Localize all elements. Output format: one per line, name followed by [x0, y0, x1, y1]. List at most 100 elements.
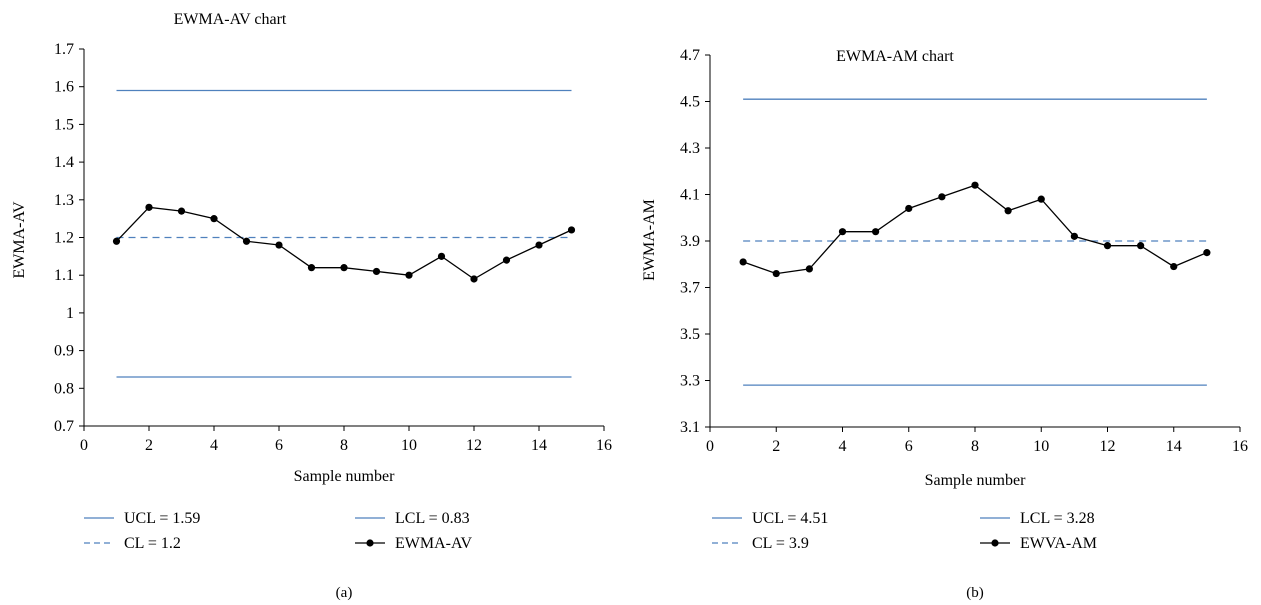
legend-label-a: UCL = 1.59: [124, 510, 200, 527]
y-tick-label-a: 1.4: [54, 154, 74, 171]
data-point-a: [112, 237, 121, 245]
data-point-b: [1137, 242, 1145, 250]
legend-label-a: CL = 1.2: [124, 535, 181, 552]
legend-item-b: LCL = 3.28: [980, 510, 1095, 527]
x-tick-label-a: 0: [80, 437, 88, 454]
y-tick-label-a: 1.3: [54, 192, 74, 209]
y-axis-label-a: EWMA-AV: [11, 201, 28, 278]
x-tick-label-b: 0: [706, 438, 714, 455]
data-point-a: [275, 241, 283, 249]
y-tick-label-b: 3.5: [680, 326, 700, 343]
legend-marker-b: [991, 539, 999, 547]
data-point-a: [372, 267, 381, 276]
x-tick-label-a: 12: [466, 437, 482, 454]
data-point-a: [405, 271, 413, 279]
legend-label-b: EWVA-AM: [1020, 535, 1097, 552]
y-tick-label-a: 1.7: [54, 41, 74, 58]
data-point-a: [437, 252, 446, 260]
y-tick-label-a: 1.5: [54, 116, 74, 133]
data-point-b: [1037, 195, 1045, 203]
data-point-b: [739, 258, 747, 266]
legend-label-b: LCL = 3.28: [1020, 510, 1095, 527]
data-point-a: [145, 203, 153, 211]
legend-label-a: EWMA-AV: [395, 535, 472, 552]
y-tick-label-b: 4.7: [680, 47, 700, 64]
y-tick-label-a: 0.7: [54, 418, 74, 435]
data-point-a: [340, 264, 348, 272]
legend-item-a: EWMA-AV: [355, 535, 472, 552]
y-tick-label-a: 0.8: [54, 380, 74, 397]
y-tick-label-a: 0.9: [54, 343, 74, 360]
data-point-b: [905, 204, 913, 213]
data-point-a: [470, 275, 478, 283]
y-tick-label-b: 3.9: [680, 233, 700, 250]
legend-item-b: UCL = 4.51: [712, 510, 828, 527]
chart-panel-b: EWMA-AM chart Sample number EWMA-AM (b) …: [641, 47, 1248, 601]
data-point-a: [177, 207, 186, 215]
data-point-a: [535, 241, 543, 249]
data-point-b: [1170, 262, 1178, 271]
legend-item-a: LCL = 0.83: [355, 510, 470, 527]
x-tick-label-b: 10: [1033, 438, 1049, 455]
legend-item-a: UCL = 1.59: [84, 510, 200, 527]
x-axis-label-b: Sample number: [925, 472, 1027, 489]
y-tick-label-a: 1.6: [54, 79, 74, 96]
legend-b: UCL = 4.51 LCL = 3.28 CL = 3.9 EWVA-AM: [712, 510, 1097, 552]
y-tick-label-a: 1.2: [54, 230, 74, 247]
y-tick-label-a: 1.1: [54, 267, 74, 284]
data-point-b: [772, 269, 780, 278]
legend-label-b: CL = 3.9: [752, 535, 809, 552]
legend-marker-a: [366, 539, 374, 547]
data-point-b: [872, 228, 880, 236]
x-tick-label-b: 12: [1100, 438, 1116, 455]
y-tick-label-b: 3.1: [680, 419, 700, 436]
data-point-b: [1103, 242, 1112, 250]
y-tick-label-b: 3.7: [680, 280, 700, 297]
panel-label-b: (b): [966, 585, 984, 601]
y-tick-label-a: 1: [66, 305, 74, 322]
x-tick-label-b: 16: [1232, 438, 1248, 455]
x-tick-label-a: 6: [275, 437, 283, 454]
data-point-b: [838, 228, 847, 236]
plot-area-b: 3.1 3.3 3.5 3.7 3.9 4.1 4.3 4.5 4.7 0 2 4 6 8 10 12 14 16: [680, 47, 1248, 455]
x-tick-label-a: 14: [531, 437, 547, 454]
legend-item-a: CL = 1.2: [84, 535, 181, 552]
x-tick-label-a: 8: [340, 437, 348, 454]
x-tick-label-b: 2: [772, 438, 780, 455]
data-point-a: [502, 256, 511, 264]
data-point-b: [971, 181, 979, 189]
x-tick-label-a: 10: [401, 437, 417, 454]
x-tick-label-b: 4: [839, 438, 847, 455]
x-tick-label-a: 2: [145, 437, 153, 454]
x-tick-label-a: 16: [596, 437, 612, 454]
y-tick-label-b: 4.3: [680, 140, 700, 157]
data-point-b: [805, 265, 813, 273]
data-point-b: [1070, 232, 1078, 240]
chart-panel-a: EWMA-AV chart Sample number EWMA-AV (a) …: [11, 11, 612, 601]
y-tick-label-b: 4.1: [680, 187, 700, 204]
x-tick-label-b: 8: [971, 438, 979, 455]
legend-label-a: LCL = 0.83: [395, 510, 470, 527]
x-tick-label-a: 4: [210, 437, 218, 454]
x-tick-label-b: 14: [1166, 438, 1182, 455]
series-line-b: [742, 184, 1208, 275]
x-tick-label-b: 6: [905, 438, 913, 455]
data-point-a: [210, 215, 218, 223]
data-point-b: [938, 193, 946, 201]
data-point-b: [1203, 249, 1211, 257]
y-tick-label-b: 4.5: [680, 94, 700, 111]
panel-label-a: (a): [336, 585, 353, 601]
y-axis-label-b: EWMA-AM: [641, 199, 658, 281]
chart-title-a: EWMA-AV chart: [174, 11, 287, 28]
plot-area-a: 0.7 0.8 0.9 1 1.1 1.2 1.3 1.4 1.5 1.6 1.7 0 2 4 6 8 10 12…: [54, 41, 612, 454]
legend-item-b: CL = 3.9: [712, 535, 809, 552]
legend-item-b: EWVA-AM: [980, 535, 1097, 552]
data-point-a: [567, 226, 576, 234]
x-axis-label-a: Sample number: [294, 468, 396, 485]
data-point-b: [1004, 207, 1012, 215]
chart-title-b: EWMA-AM chart: [836, 48, 954, 65]
legend-label-b: UCL = 4.51: [752, 510, 828, 527]
data-point-a: [307, 264, 316, 272]
legend-a: UCL = 1.59 LCL = 0.83 CL = 1.2 EWMA-AV: [84, 510, 472, 552]
